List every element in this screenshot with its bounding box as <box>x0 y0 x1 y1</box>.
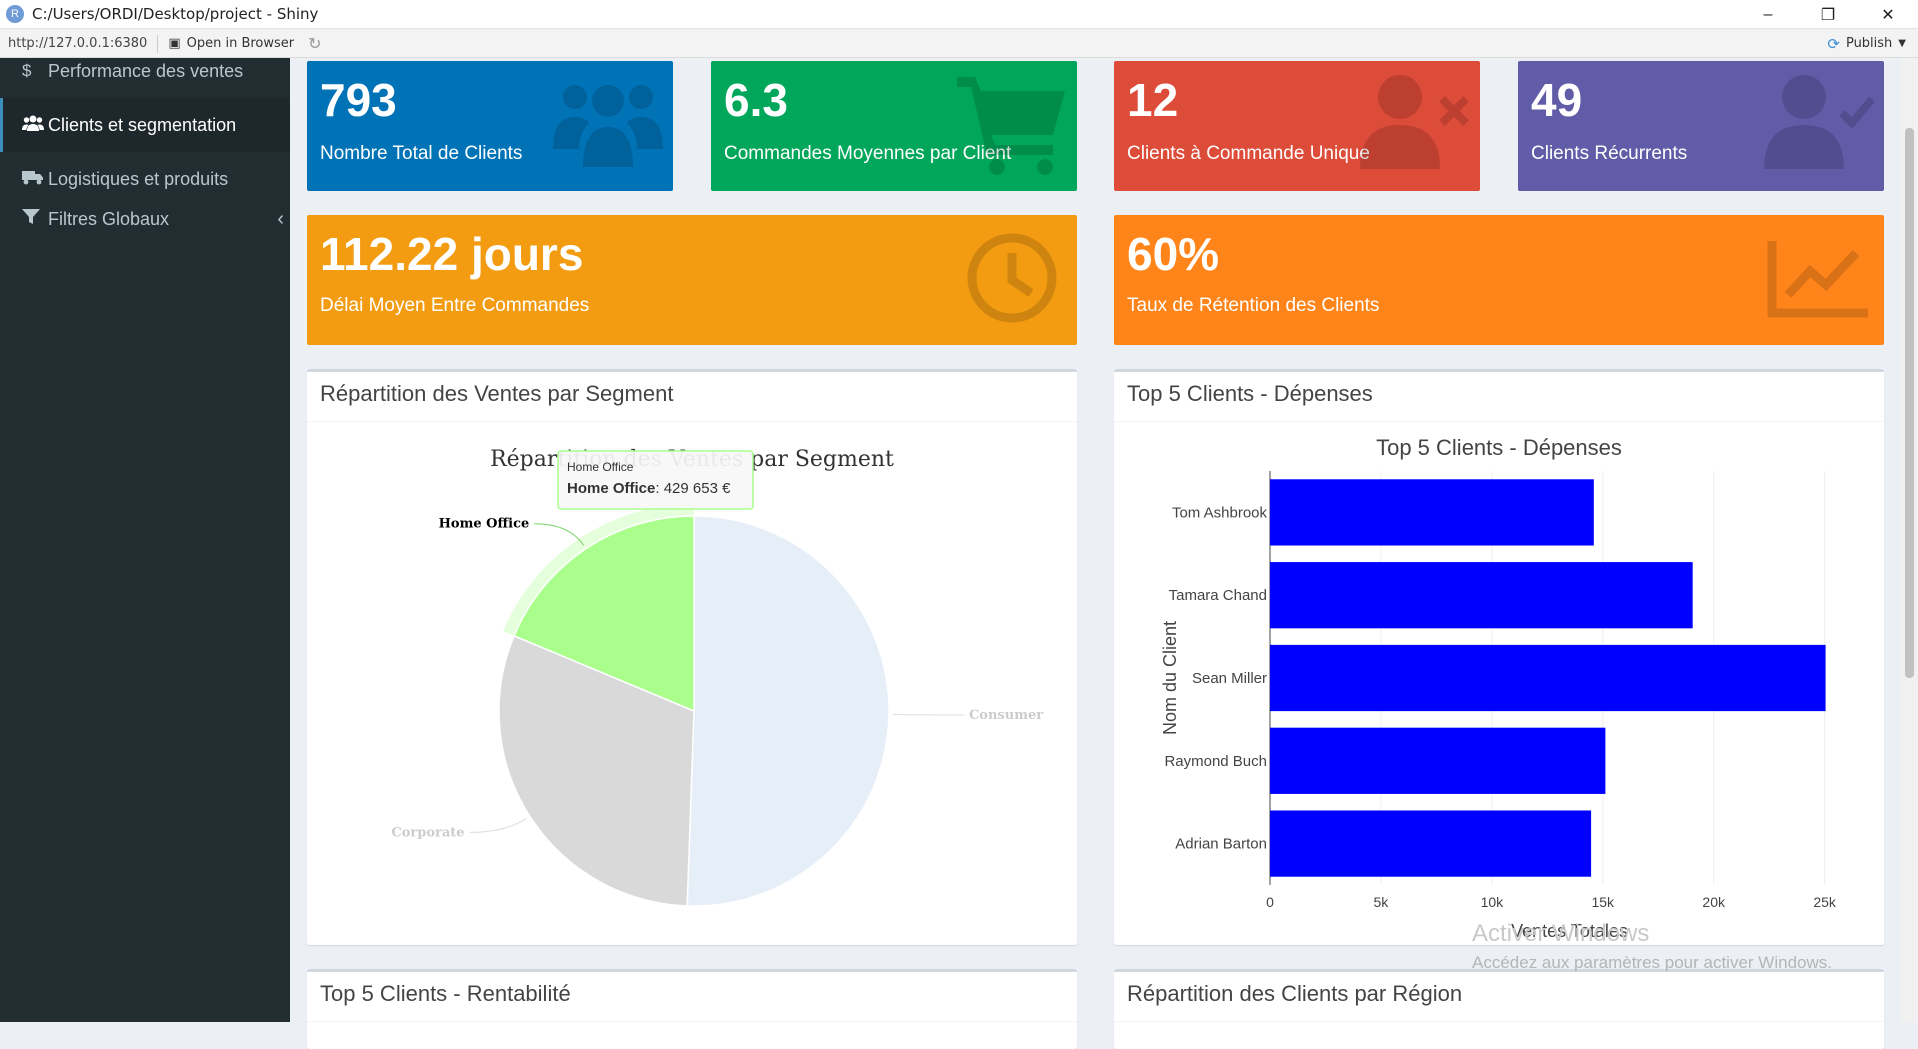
line-chart-icon <box>1764 223 1874 333</box>
bar <box>1270 562 1693 628</box>
activation-watermark-title: Activer Windows <box>1472 920 1649 948</box>
refresh-icon[interactable]: ↻ <box>308 34 321 53</box>
sidebar-item-label: Logistiques et produits <box>48 169 228 190</box>
users-icon <box>553 69 663 179</box>
sidebar-item-label: Clients et segmentation <box>48 115 236 136</box>
bar <box>1270 645 1826 711</box>
x-tick-label: 25k <box>1813 894 1837 910</box>
pie-slice-label: Consumer <box>969 708 1043 723</box>
minimize-button[interactable]: – <box>1738 0 1798 29</box>
x-tick-label: 10k <box>1481 894 1505 910</box>
segment-pie-chart[interactable]: Répartition des Ventes par SegmentConsum… <box>307 425 1077 945</box>
y-tick-label: Raymond Buch <box>1164 753 1267 770</box>
kpi-value: 49 <box>1531 73 1582 127</box>
kpi-total-clients: 793 Nombre Total de Clients <box>307 61 673 191</box>
publish-label: Publish <box>1846 36 1892 51</box>
kpi-value: 6.3 <box>724 73 788 127</box>
rstudio-icon: R <box>6 5 24 23</box>
x-tick-label: 5k <box>1374 894 1390 910</box>
tooltip-value: Home Office: 429 653 € <box>567 480 731 497</box>
restore-button[interactable]: ❐ <box>1798 0 1858 29</box>
kpi-label: Délai Moyen Entre Commandes <box>320 295 589 317</box>
y-axis-label: Nom du Client <box>1160 621 1180 735</box>
tooltip-header: Home Office <box>567 460 634 474</box>
sidebar-item-label: Filtres Globaux <box>48 209 169 230</box>
sidebar: $ Performance des ventes Clients et segm… <box>0 58 290 1022</box>
top5-profit-panel: Top 5 Clients - Rentabilité <box>307 969 1077 1049</box>
region-panel: Répartition des Clients par Région <box>1114 969 1884 1049</box>
clock-icon <box>957 223 1067 333</box>
chevron-left-icon: ‹ <box>277 208 284 231</box>
sidebar-item-clients[interactable]: Clients et segmentation <box>0 98 290 152</box>
kpi-value: 60% <box>1127 227 1219 281</box>
sidebar-item-performance[interactable]: $ Performance des ventes <box>0 44 290 98</box>
kpi-avg-orders: 6.3 Commandes Moyennes par Client <box>711 61 1077 191</box>
kpi-value: 112.22 jours <box>320 227 583 281</box>
publish-button[interactable]: ⟳ Publish ▼ <box>1827 35 1906 53</box>
kpi-recurrent-clients: 49 Clients Récurrents <box>1518 61 1884 191</box>
close-button[interactable]: ✕ <box>1858 0 1918 29</box>
kpi-label: Nombre Total de Clients <box>320 143 522 165</box>
cart-icon <box>957 69 1067 179</box>
sidebar-item-filters[interactable]: Filtres Globaux ‹ <box>0 192 290 246</box>
x-tick-label: 20k <box>1702 894 1726 910</box>
chevron-down-icon: ▼ <box>1898 38 1906 49</box>
window-title: C:/Users/ORDI/Desktop/project - Shiny <box>32 5 318 23</box>
panel-title: Top 5 Clients - Dépenses <box>1114 372 1884 422</box>
y-tick-label: Adrian Barton <box>1175 836 1267 853</box>
kpi-label: Taux de Rétention des Clients <box>1127 295 1379 317</box>
pie-tooltip: Home Office Home Office: 429 653 € <box>558 451 753 509</box>
kpi-value: 793 <box>320 73 397 127</box>
segment-panel: Répartition des Ventes par Segment Répar… <box>307 369 1077 945</box>
top5-spend-panel: Top 5 Clients - Dépenses Top 5 Clients -… <box>1114 369 1884 945</box>
panel-title: Répartition des Clients par Région <box>1114 972 1884 1022</box>
panel-title: Répartition des Ventes par Segment <box>307 372 1077 422</box>
truck-icon <box>22 169 48 190</box>
filter-icon <box>22 209 48 230</box>
y-tick-label: Tom Ashbrook <box>1172 504 1268 521</box>
user-times-icon <box>1360 69 1470 179</box>
scrollbar-thumb[interactable] <box>1905 128 1914 678</box>
kpi-value: 12 <box>1127 73 1178 127</box>
activation-watermark-text: Accédez aux paramètres pour activer Wind… <box>1472 953 1832 973</box>
pie-slice-label: Home Office <box>439 517 530 532</box>
kpi-retention-rate: 60% Taux de Rétention des Clients <box>1114 215 1884 345</box>
sidebar-item-label: Performance des ventes <box>48 61 243 82</box>
y-tick-label: Sean Miller <box>1192 670 1267 687</box>
y-tick-label: Tamara Chand <box>1169 587 1267 604</box>
user-check-icon <box>1764 69 1874 179</box>
window-titlebar: R C:/Users/ORDI/Desktop/project - Shiny … <box>0 0 1918 29</box>
publish-icon: ⟳ <box>1827 35 1840 53</box>
kpi-single-order-clients: 12 Clients à Commande Unique <box>1114 61 1480 191</box>
kpi-avg-delay: 112.22 jours Délai Moyen Entre Commandes <box>307 215 1077 345</box>
bar <box>1270 810 1591 876</box>
pie-slice <box>687 516 889 906</box>
top5-spend-bar-chart[interactable]: Top 5 Clients - Dépenses 0 5k 10k 15k 20k 25k T… <box>1114 425 1884 945</box>
bar <box>1270 479 1594 545</box>
pie-slice-label: Corporate <box>391 825 464 840</box>
bar <box>1270 728 1605 794</box>
x-tick-label: 0 <box>1266 894 1274 910</box>
users-icon <box>22 115 48 136</box>
dollar-icon: $ <box>22 61 48 81</box>
x-tick-label: 15k <box>1591 894 1615 910</box>
pie-connector <box>470 818 527 832</box>
page-scrollbar[interactable] <box>1901 58 1918 1022</box>
bar-title: Top 5 Clients - Dépenses <box>1376 435 1622 460</box>
kpi-label: Clients à Commande Unique <box>1127 143 1370 165</box>
window-controls: – ❐ ✕ <box>1738 0 1918 29</box>
kpi-label: Clients Récurrents <box>1531 143 1687 165</box>
panel-title: Top 5 Clients - Rentabilité <box>307 972 1077 1022</box>
